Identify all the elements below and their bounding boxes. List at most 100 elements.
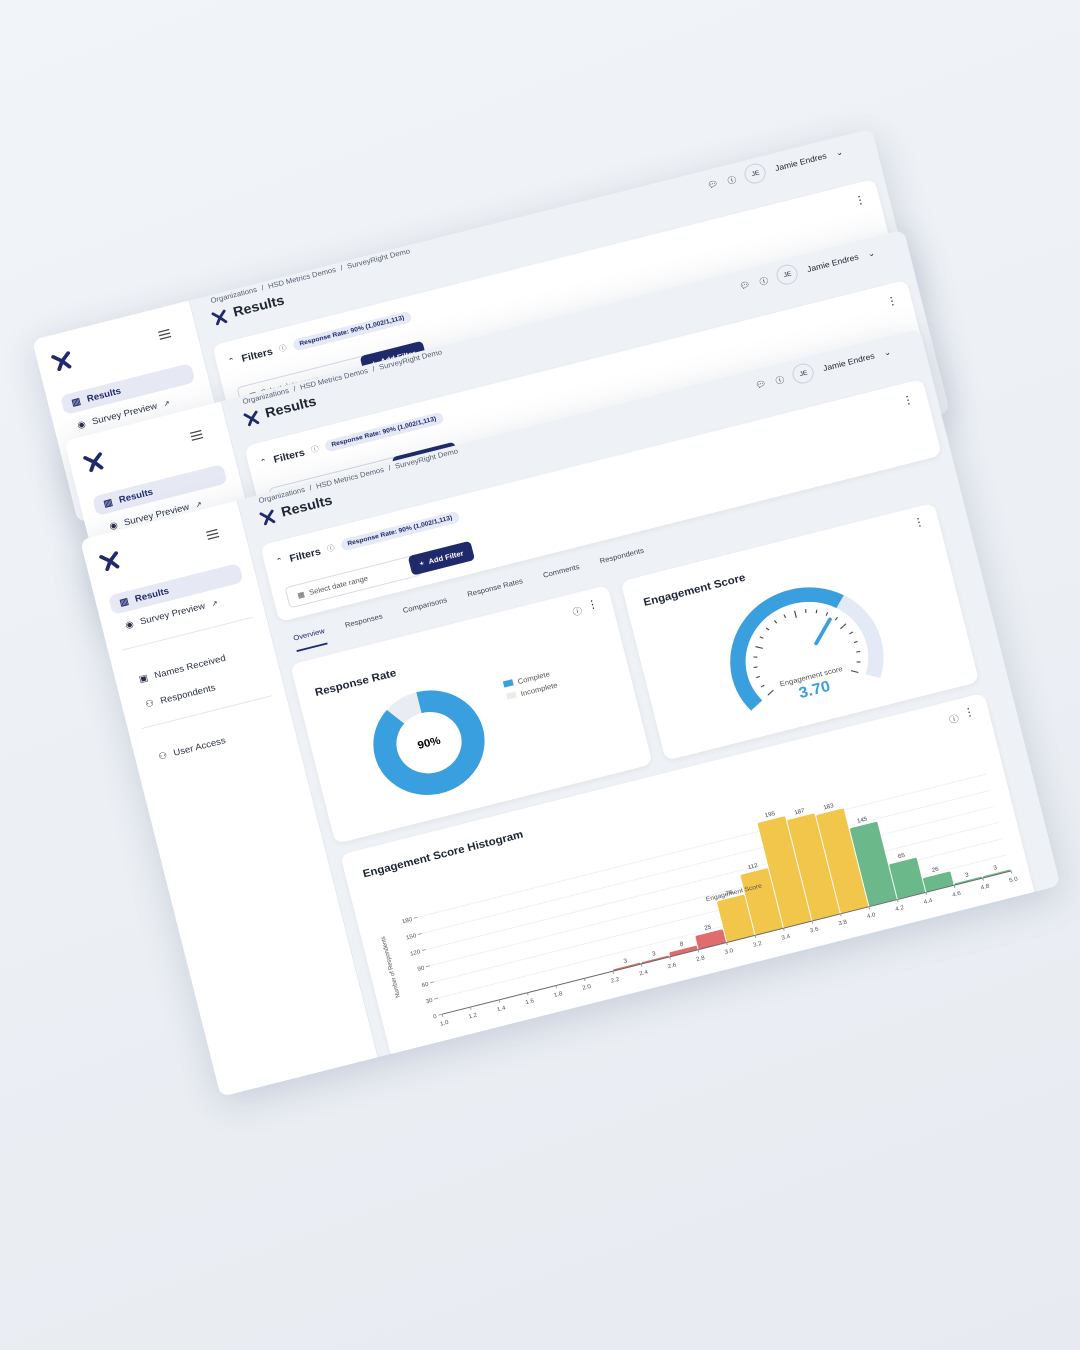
- logo: [243, 410, 260, 427]
- y-tick: [434, 997, 439, 1000]
- avatar[interactable]: JE: [774, 262, 801, 287]
- x-tick: [498, 999, 501, 1003]
- bar-value-label: 3: [652, 951, 657, 958]
- gauge-tick: [850, 670, 859, 674]
- menu-icon[interactable]: [205, 528, 221, 542]
- tab[interactable]: Responses: [344, 612, 384, 630]
- button-label: Add Filter: [427, 548, 465, 566]
- kebab-icon[interactable]: ⋮: [585, 596, 600, 612]
- collapse-icon[interactable]: ⌃: [258, 456, 269, 468]
- breadcrumb: HSD Metrics Demos: [267, 265, 337, 291]
- people-icon: ⚇: [144, 697, 156, 710]
- x-tick: [754, 935, 757, 939]
- avatar[interactable]: JE: [790, 361, 817, 386]
- response-rate-card: Response Rate ⓘ ⋮ Complete Incomplete 90%: [290, 584, 653, 844]
- eye-icon: ◉: [76, 418, 87, 431]
- tab[interactable]: Comments: [542, 562, 581, 580]
- histogram-bar: [849, 821, 897, 907]
- tab[interactable]: Respondents: [598, 546, 645, 566]
- separator: /: [260, 283, 265, 293]
- chat-icon[interactable]: 💬︎: [738, 279, 752, 291]
- bar-value-label: 3: [993, 865, 998, 872]
- separator: /: [292, 384, 297, 394]
- help-icon[interactable]: ⓘ: [774, 374, 786, 386]
- tab[interactable]: Overview: [292, 626, 328, 652]
- gauge-tick: [753, 656, 758, 658]
- info-icon[interactable]: ⓘ: [326, 543, 336, 554]
- tab[interactable]: Comparisons: [401, 595, 448, 615]
- tab[interactable]: Response Rates: [466, 576, 524, 599]
- breadcrumb: SurveyRight Demo: [346, 246, 411, 271]
- info-icon[interactable]: ⓘ: [310, 444, 320, 455]
- x-tick-label: 4.8: [980, 884, 990, 892]
- histogram: 0 30 60 90 120 150 180 3 3 8 25 76 112 195 187 183 145 65…: [381, 773, 1019, 1028]
- nav-label: Results: [85, 385, 123, 405]
- date-placeholder: Select date range: [308, 573, 369, 597]
- date-range-input[interactable]: ▦Select date range: [284, 554, 423, 609]
- nav-user-access[interactable]: ⚇User Access: [147, 717, 282, 769]
- chevron[interactable]: ⌄: [834, 146, 844, 158]
- filters-title: Filters: [240, 345, 274, 365]
- help-icon[interactable]: ⓘ: [758, 275, 770, 287]
- x-tick-label: 3.4: [781, 934, 791, 942]
- grid-line: [433, 838, 1004, 983]
- gauge-needle: [814, 617, 832, 646]
- grid-line: [437, 854, 1008, 999]
- user-name[interactable]: Jamie Endres: [805, 252, 860, 274]
- info-icon[interactable]: ⓘ: [571, 606, 584, 619]
- bar-value-label: 195: [764, 811, 776, 819]
- donut-segment: [386, 692, 423, 724]
- help-icon[interactable]: ⓘ: [726, 174, 738, 186]
- x-tick: [783, 928, 785, 931]
- menu-icon[interactable]: [189, 429, 205, 443]
- histogram-bar: [641, 955, 670, 964]
- x-tick-label: 4.0: [866, 912, 876, 920]
- x-tick: [896, 899, 899, 903]
- calendar-icon: ▦: [296, 589, 306, 600]
- x-tick: [470, 1006, 472, 1010]
- separator: /: [339, 263, 344, 273]
- collapse-icon[interactable]: ⌃: [274, 555, 285, 567]
- x-tick: [583, 978, 586, 982]
- menu-icon[interactable]: [157, 328, 173, 342]
- x-tick-label: 1.4: [496, 1005, 506, 1013]
- grid-line: [421, 789, 991, 934]
- chevron[interactable]: ⌄: [882, 346, 892, 358]
- chevron[interactable]: ⌄: [866, 247, 876, 259]
- x-tick: [640, 963, 643, 967]
- response-badge: Response Rate: 90% (1,002/1,113): [291, 310, 413, 352]
- info-icon[interactable]: ⓘ: [278, 343, 288, 354]
- histogram-bar: [669, 945, 698, 957]
- x-tick-label: 4.4: [923, 898, 933, 906]
- bar-value-label: 183: [823, 803, 835, 811]
- x-tick: [811, 920, 814, 924]
- gauge-tick: [840, 623, 847, 630]
- user-name[interactable]: Jamie Endres: [773, 151, 828, 173]
- histogram-bar: [740, 868, 783, 935]
- histogram-bar: [889, 857, 926, 900]
- x-tick-label: 1.8: [553, 991, 563, 999]
- eye-icon: ◉: [124, 618, 135, 631]
- chat-icon[interactable]: 💬︎: [754, 378, 768, 390]
- kebab-icon[interactable]: ⋮: [884, 293, 900, 309]
- histogram-card: Engagement Score Histogram ⓘ ⋮ 0 30 60 90 12…: [340, 692, 1037, 1064]
- engagement-card: Engagement Score ⋮ Engagement score 3.70: [620, 502, 980, 761]
- chat-icon[interactable]: 💬︎: [706, 178, 720, 190]
- gauge-tick: [753, 666, 758, 669]
- collapse-icon[interactable]: ⌃: [226, 355, 237, 367]
- plus-icon: +: [418, 558, 425, 568]
- user-name[interactable]: Jamie Endres: [821, 351, 876, 373]
- y-tick-label: 180: [401, 917, 413, 925]
- histogram-bar: [757, 816, 812, 928]
- gauge-value-label: 3.70: [797, 678, 832, 702]
- x-tick-label: 5.0: [1009, 876, 1019, 884]
- gauge-tick: [856, 650, 861, 653]
- add-filter-button[interactable]: +Add Filter: [407, 540, 476, 576]
- contact-icon: ▣: [137, 672, 150, 685]
- avatar[interactable]: JE: [742, 161, 769, 186]
- kebab-icon[interactable]: ⋮: [900, 392, 916, 408]
- kebab-icon[interactable]: ⋮: [852, 192, 868, 208]
- gauge-tick: [805, 609, 807, 613]
- kebab-icon[interactable]: ⋮: [911, 514, 927, 530]
- x-tick-label: 2.2: [610, 977, 620, 985]
